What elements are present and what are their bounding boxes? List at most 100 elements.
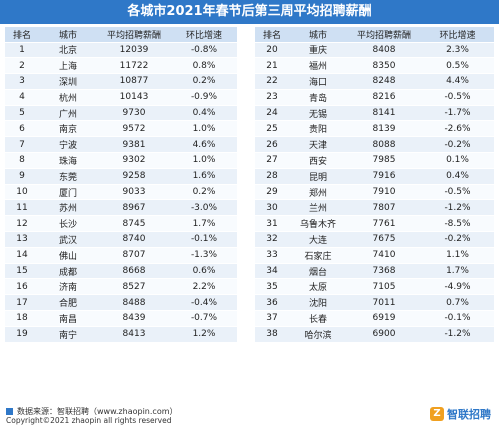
column-gap: [237, 231, 255, 248]
footer: 数据来源：智联招聘（www.zhaopin.com） Copyright©202…: [0, 404, 499, 427]
cell-rank-left: 13: [5, 231, 39, 248]
cell-city-left: 济南: [39, 278, 97, 296]
cell-city-left: 宁波: [39, 136, 97, 154]
table-row: 8 珠海 9302 1.0% 27 西安 7985 0.1%: [5, 152, 494, 169]
cell-city-right: 沈阳: [289, 294, 347, 312]
cell-growth-right: -0.5%: [421, 184, 494, 201]
logo-text: 智联招聘: [447, 408, 491, 421]
cell-salary-right: 7916: [347, 168, 421, 185]
cell-salary-right: 7761: [347, 215, 421, 233]
salary-table: 排名 城市 平均招聘薪酬 环比增速 排名 城市 平均招聘薪酬 环比增速 1 北京 1…: [5, 27, 494, 343]
cell-rank-left: 2: [5, 57, 39, 75]
column-gap: [237, 247, 255, 264]
cell-city-left: 合肥: [39, 294, 97, 312]
column-gap: [237, 73, 255, 90]
cell-rank-right: 28: [255, 168, 289, 185]
cell-growth-left: -0.7%: [171, 310, 237, 327]
cell-city-left: 成都: [39, 263, 97, 280]
cell-growth-right: 0.4%: [421, 168, 494, 185]
cell-city-left: 南昌: [39, 310, 97, 327]
column-gap: [237, 136, 255, 154]
cell-salary-right: 7910: [347, 184, 421, 201]
cell-rank-left: 9: [5, 168, 39, 185]
cell-growth-left: -3.0%: [171, 199, 237, 217]
cell-rank-right: 30: [255, 199, 289, 217]
cell-rank-left: 10: [5, 184, 39, 201]
cell-city-right: 海口: [289, 73, 347, 90]
cell-salary-left: 10877: [97, 73, 171, 90]
cell-salary-right: 7807: [347, 199, 421, 217]
cell-city-right: 兰州: [289, 199, 347, 217]
cell-growth-right: -0.5%: [421, 89, 494, 106]
column-gap: [237, 184, 255, 201]
cell-salary-left: 8740: [97, 231, 171, 248]
cell-salary-left: 8707: [97, 247, 171, 264]
cell-growth-left: 1.0%: [171, 152, 237, 169]
cell-salary-right: 8141: [347, 105, 421, 122]
header-growth-left: 环比增速: [171, 27, 237, 43]
cell-city-right: 贵阳: [289, 120, 347, 138]
cell-rank-left: 4: [5, 89, 39, 106]
header-city-right: 城市: [289, 27, 347, 43]
cell-city-right: 昆明: [289, 168, 347, 185]
cell-city-right: 福州: [289, 57, 347, 75]
column-gap: [237, 263, 255, 280]
cell-growth-right: -4.9%: [421, 278, 494, 296]
cell-city-right: 长春: [289, 310, 347, 327]
cell-growth-right: 1.1%: [421, 247, 494, 264]
cell-growth-right: 0.5%: [421, 57, 494, 75]
table-row: 4 杭州 10143 -0.9% 23 青岛 8216 -0.5%: [5, 89, 494, 106]
header-city-left: 城市: [39, 27, 97, 43]
cell-city-right: 太原: [289, 278, 347, 296]
column-gap: [237, 152, 255, 169]
cell-salary-right: 7105: [347, 278, 421, 296]
cell-salary-left: 9381: [97, 136, 171, 154]
cell-salary-right: 8216: [347, 89, 421, 106]
cell-rank-left: 15: [5, 263, 39, 280]
cell-city-left: 东莞: [39, 168, 97, 185]
table-row: 11 苏州 8967 -3.0% 30 兰州 7807 -1.2%: [5, 199, 494, 217]
cell-growth-left: 0.6%: [171, 263, 237, 280]
logo-mark-icon: Z: [430, 407, 444, 421]
cell-rank-right: 24: [255, 105, 289, 122]
cell-city-left: 佛山: [39, 247, 97, 264]
table-row: 1 北京 12039 -0.8% 20 重庆 8408 2.3%: [5, 42, 494, 59]
column-gap: [237, 57, 255, 75]
source-square-icon: [6, 408, 13, 415]
header-salary-left: 平均招聘薪酬: [97, 27, 171, 43]
cell-salary-right: 8350: [347, 57, 421, 75]
cell-rank-left: 6: [5, 120, 39, 138]
table-row: 12 长沙 8745 1.7% 31 乌鲁木齐 7761 -8.5%: [5, 215, 494, 233]
cell-growth-left: 1.0%: [171, 120, 237, 138]
cell-city-right: 无锡: [289, 105, 347, 122]
cell-rank-right: 32: [255, 231, 289, 248]
cell-rank-right: 31: [255, 215, 289, 233]
cell-salary-right: 7368: [347, 263, 421, 280]
table-row: 5 广州 9730 0.4% 24 无锡 8141 -1.7%: [5, 105, 494, 122]
data-source-text: 数据来源：智联招聘（www.zhaopin.com）: [17, 407, 178, 416]
table-header-row: 排名 城市 平均招聘薪酬 环比增速 排名 城市 平均招聘薪酬 环比增速: [5, 27, 494, 43]
cell-growth-right: 0.7%: [421, 294, 494, 312]
cell-rank-right: 37: [255, 310, 289, 327]
cell-salary-right: 7985: [347, 152, 421, 169]
cell-salary-left: 8439: [97, 310, 171, 327]
header-growth-right: 环比增速: [421, 27, 494, 43]
cell-growth-left: 4.6%: [171, 136, 237, 154]
header-rank-left: 排名: [5, 27, 39, 43]
table-row: 14 佛山 8707 -1.3% 33 石家庄 7410 1.1%: [5, 247, 494, 264]
cell-growth-left: -0.9%: [171, 89, 237, 106]
cell-growth-right: -2.6%: [421, 120, 494, 138]
cell-growth-right: -1.7%: [421, 105, 494, 122]
column-gap: [237, 294, 255, 312]
cell-city-left: 南宁: [39, 326, 97, 343]
data-source: 数据来源：智联招聘（www.zhaopin.com）: [6, 406, 178, 417]
cell-city-left: 苏州: [39, 199, 97, 217]
cell-salary-left: 9730: [97, 105, 171, 122]
cell-city-right: 天津: [289, 136, 347, 154]
table-row: 7 宁波 9381 4.6% 26 天津 8088 -0.2%: [5, 136, 494, 154]
cell-growth-right: 0.1%: [421, 152, 494, 169]
cell-growth-left: 1.2%: [171, 326, 237, 343]
cell-rank-right: 38: [255, 326, 289, 343]
cell-city-left: 珠海: [39, 152, 97, 169]
